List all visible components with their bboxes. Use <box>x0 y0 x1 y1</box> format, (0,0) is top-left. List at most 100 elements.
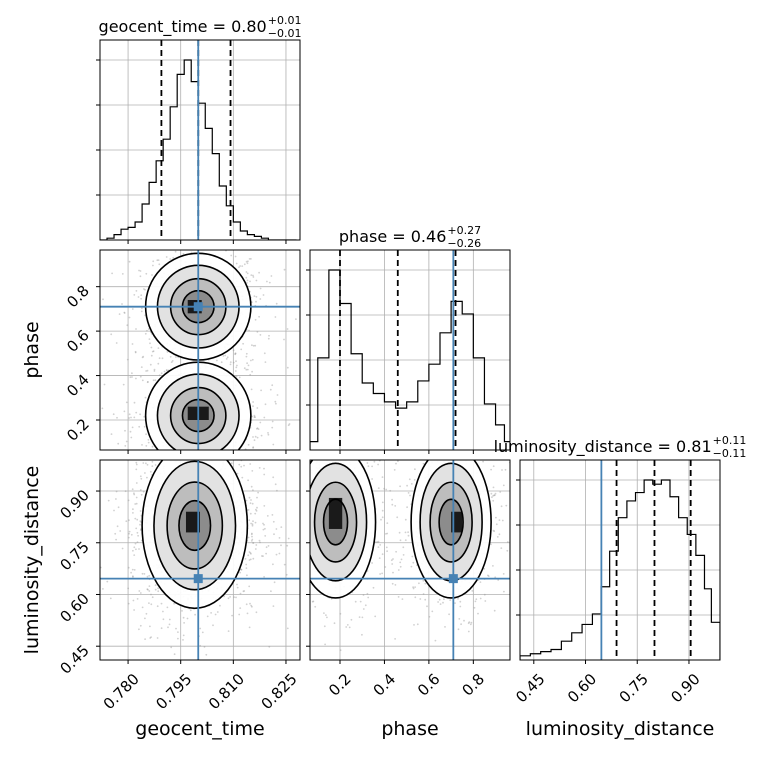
scatter-point <box>135 328 137 330</box>
scatter-point <box>394 584 397 586</box>
scatter-point <box>130 533 133 536</box>
scatter-point <box>267 433 270 436</box>
scatter-point <box>148 585 151 587</box>
scatter-point <box>160 602 163 605</box>
scatter-point <box>141 606 144 609</box>
scatter-point <box>138 269 140 272</box>
scatter-point <box>395 462 397 465</box>
scatter-point <box>147 438 150 441</box>
scatter-point <box>144 396 147 399</box>
scatter-point <box>141 307 143 310</box>
contour-line-2 <box>313 481 358 563</box>
contour-line-3 <box>438 498 464 546</box>
scatter-point <box>243 263 246 266</box>
scatter-point <box>131 376 133 378</box>
scatter-point <box>162 610 164 613</box>
scatter-point <box>145 370 148 372</box>
scatter-point <box>499 491 502 493</box>
scatter-point <box>158 357 161 360</box>
scatter-point <box>152 264 154 267</box>
scatter-point <box>248 585 251 588</box>
scatter-point <box>468 621 471 623</box>
scatter-point <box>459 600 462 603</box>
y-tick-label: 0.60 <box>56 590 92 626</box>
scatter-point <box>135 496 138 499</box>
contour-line-2 <box>166 481 224 570</box>
scatter-point <box>251 370 254 373</box>
scatter-point <box>157 362 160 365</box>
scatter-point <box>128 532 130 535</box>
scatter-point <box>146 463 149 466</box>
scatter-point <box>502 484 505 487</box>
scatter-point <box>273 533 275 536</box>
scatter-point <box>385 546 388 549</box>
scatter-point <box>267 545 270 547</box>
scatter-point <box>242 590 245 593</box>
scatter-point <box>239 607 242 609</box>
scatter-point <box>256 331 259 333</box>
scatter-point <box>245 563 248 566</box>
panel-geocent_time-geocent_time: geocent_time = 0.80 +0.01−0.01 <box>96 14 301 244</box>
scatter-point <box>131 308 134 310</box>
scatter-point <box>314 605 317 608</box>
scatter-point <box>157 347 160 349</box>
scatter-point <box>254 416 256 418</box>
scatter-point <box>252 344 255 347</box>
scatter-point <box>400 558 403 561</box>
scatter-point <box>144 638 147 640</box>
scatter-point <box>385 533 387 535</box>
scatter-point <box>271 426 274 429</box>
scatter-point <box>409 494 411 497</box>
scatter-point <box>144 288 146 291</box>
scatter-point <box>238 376 241 379</box>
scatter-point <box>165 369 168 372</box>
scatter-point <box>252 401 255 403</box>
scatter-point <box>278 537 281 539</box>
scatter-point <box>147 441 150 444</box>
scatter-point <box>252 405 254 407</box>
scatter-point <box>132 549 134 552</box>
scatter-point <box>150 354 153 357</box>
scatter-point <box>256 427 259 430</box>
scatter-point <box>157 587 160 590</box>
scatter-point <box>212 624 214 627</box>
x-axis-label: luminosity_distance <box>526 718 715 740</box>
x-tick-label: 0.8 <box>458 670 488 700</box>
title-minus: −0.11 <box>713 447 747 460</box>
scatter-point <box>136 541 139 543</box>
scatter-point <box>254 521 257 524</box>
scatter-point <box>414 596 417 599</box>
x-tick-label: 0.60 <box>564 670 600 706</box>
scatter-point <box>470 621 473 624</box>
y-tick-label: 0.45 <box>56 641 92 677</box>
scatter-point <box>246 262 249 265</box>
scatter-point <box>250 499 252 501</box>
scatter-point <box>255 611 258 614</box>
scatter-point <box>143 415 146 418</box>
panel-frame <box>99 249 301 451</box>
title-plus: +0.11 <box>713 434 747 447</box>
panel-frame <box>99 39 301 241</box>
scatter-point <box>263 416 266 419</box>
scatter-point <box>377 487 380 489</box>
scatter-point <box>391 498 393 501</box>
scatter-point <box>367 465 370 468</box>
title-plus: +0.27 <box>447 224 481 237</box>
scatter-point <box>133 569 136 571</box>
scatter-point <box>233 596 236 598</box>
scatter-point <box>117 506 120 509</box>
scatter-point <box>399 565 402 568</box>
scatter-point <box>152 350 155 352</box>
scatter-point <box>234 352 237 355</box>
scatter-point <box>252 520 254 523</box>
scatter-point <box>399 561 402 564</box>
scatter-point <box>109 597 112 600</box>
scatter-point <box>154 379 157 382</box>
scatter-point <box>287 424 290 427</box>
scatter-point <box>255 295 258 298</box>
scatter-point <box>377 546 380 548</box>
scatter-point <box>151 460 154 463</box>
contour-line-3 <box>178 499 212 552</box>
scatter-point <box>129 376 132 379</box>
x-tick-label: 0.90 <box>667 670 703 706</box>
